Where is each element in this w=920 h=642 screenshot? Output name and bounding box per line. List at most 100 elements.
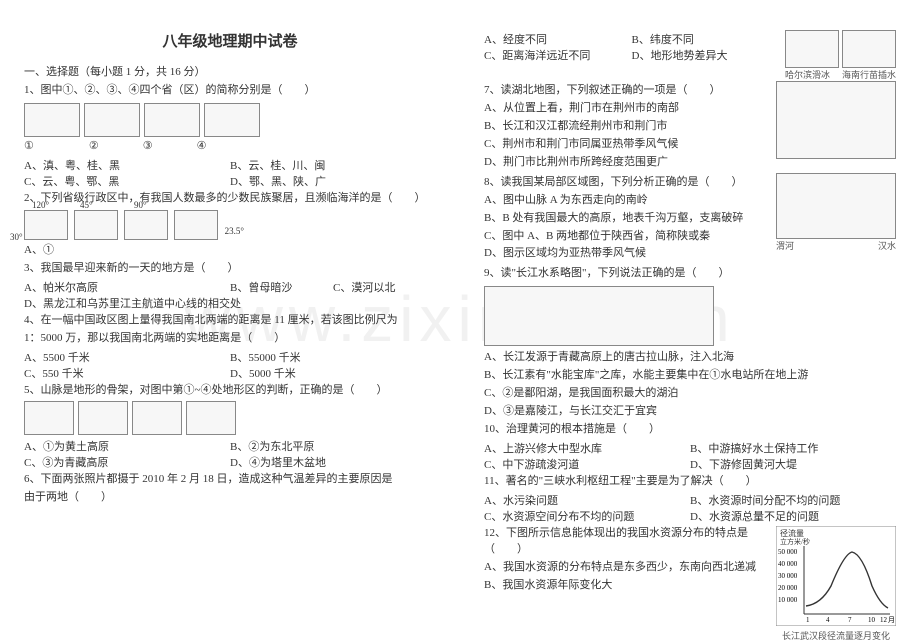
q6-opt-a: A、经度不同 (484, 31, 632, 47)
xtick: 10 (868, 616, 876, 624)
xtick: 月 (888, 616, 895, 624)
q5-opt-d: D、④为塔里木盆地 (230, 454, 436, 470)
q1-opt-b: B、云、桂、川、闽 (230, 157, 436, 173)
runoff-line-chart-icon: 径流量 立方米/秒 50 000 40 000 30 000 20 000 10… (776, 526, 896, 626)
q9-opt-c: C、②是鄱阳湖，是我国面积最大的湖泊 (484, 386, 896, 402)
coord-label: 90° (134, 200, 147, 210)
ytick: 20 000 (778, 584, 798, 592)
right-column: 哈尔滨滑冰 海南行苗插水 A、经度不同 B、纬度不同 C、距离海洋远近不同 D、… (460, 0, 920, 637)
q5-mountain-row (24, 401, 436, 435)
ytick: 40 000 (778, 560, 798, 568)
ytick: 10 000 (778, 596, 798, 604)
photo-caption: 哈尔滨滑冰 (785, 68, 830, 81)
q4-opt-c: C、550 千米 (24, 365, 230, 381)
province-map-icon (204, 103, 260, 137)
yangtze-river-map-icon (484, 286, 714, 346)
q10-text: 10、治理黄河的根本措施是（ ） (484, 422, 896, 438)
exam-title: 八年级地理期中试卷 (24, 30, 436, 51)
mountain-diagram-icon (186, 401, 236, 435)
q1-num-labels: ① ② ③ ④ (24, 139, 436, 155)
q6-opt-c: C、距离海洋远近不同 (484, 47, 632, 63)
q11-opt-d: D、水资源总量不足的问题 (690, 508, 896, 524)
province-outline-icon (124, 210, 168, 240)
q4-opt-b: B、55000 千米 (230, 349, 436, 365)
q5-opt-c: C、③为青藏高原 (24, 454, 230, 470)
left-column: 八年级地理期中试卷 一、选择题（每小题 1 分，共 16 分） 1、图中①、②、… (0, 0, 460, 637)
xtick: 7 (848, 616, 852, 624)
q1-maps-row (24, 103, 436, 137)
coord-label: 120° (32, 200, 49, 210)
province-map-icon (24, 103, 80, 137)
q11-opt-a: A、水污染问题 (484, 492, 690, 508)
xtick: 4 (826, 616, 830, 624)
river-label: 渭河 (776, 239, 794, 252)
mountain-diagram-icon (132, 401, 182, 435)
province-outline-icon (174, 210, 218, 240)
q5-opt-b: B、②为东北平原 (230, 438, 436, 454)
q5-text: 5、山脉是地形的骨架，对图中第①~④处地形区的判断，正确的是（ ） (24, 383, 436, 399)
q5-opt-a: A、①为黄土高原 (24, 438, 230, 454)
q1-opt-a: A、滇、粤、桂、黑 (24, 157, 230, 173)
q10-opt-b: B、中游搞好水土保持工作 (690, 440, 896, 456)
q3-opt-b: B、曾母暗沙 (230, 279, 333, 295)
q12-chart-wrap: 径流量 立方米/秒 50 000 40 000 30 000 20 000 10… (776, 526, 896, 642)
hubei-map-icon (776, 81, 896, 159)
ytick: 30 000 (778, 572, 798, 580)
mountain-diagram-icon (24, 401, 74, 435)
q4-text-cont: 1：5000 万，那以我国南北两端的实地距离是（ ） (24, 331, 436, 347)
q6-opt-b: B、纬度不同 (632, 31, 780, 47)
q3-text: 3、我国最早迎来新的一天的地方是（ ） (24, 261, 436, 277)
q11-options: A、水污染问题 B、水资源时间分配不均的问题 C、水资源空间分布不均的问题 D、… (484, 492, 896, 524)
coord-label: 23.5° (225, 226, 244, 236)
q11-text: 11、著名的"三峡水利枢纽工程"主要是为了解决（ ） (484, 474, 896, 490)
province-map-icon (144, 103, 200, 137)
q11-opt-c: C、水资源空间分布不均的问题 (484, 508, 690, 524)
photo-skating-icon (785, 30, 839, 68)
q10-opt-c: C、中下游疏浚河道 (484, 456, 690, 472)
coord-label: 45° (80, 200, 93, 210)
q4-opt-d: D、5000 千米 (230, 365, 436, 381)
river-label: 汉水 (878, 239, 896, 252)
province-outline-icon (74, 210, 118, 240)
q4-opt-a: A、5500 千米 (24, 349, 230, 365)
q10-options: A、上游兴修大中型水库 B、中游搞好水土保持工作 C、中下游疏浚河道 D、下游修… (484, 440, 896, 472)
q9-opt-a: A、长江发源于青藏高原上的唐古拉山脉，注入北海 (484, 350, 896, 366)
chart-caption: 长江武汉段径流量逐月变化 (776, 629, 896, 642)
q1-options: A、滇、粤、桂、黑 B、云、桂、川、闽 C、云、粤、鄂、黑 D、鄂、黑、陕、广 (24, 157, 436, 189)
chart-ylabel2: 立方米/秒 (780, 537, 810, 546)
q10-opt-a: A、上游兴修大中型水库 (484, 440, 690, 456)
chart-ylabel: 径流量 (780, 528, 804, 538)
q9-text: 9、读"长江水系略图"，下列说法正确的是（ ） (484, 266, 896, 282)
q6-options: A、经度不同 B、纬度不同 C、距离海洋远近不同 D、地形地势差异大 (484, 31, 779, 63)
q6-photos: 哈尔滨滑冰 海南行苗插水 (785, 30, 896, 81)
q1-opt-d: D、鄂、黑、陕、广 (230, 173, 436, 189)
q6-text-cont: 由于两地（ ） (24, 490, 436, 506)
xtick: 12 (880, 616, 888, 624)
province-map-icon (84, 103, 140, 137)
q4-text: 4、在一幅中国政区图上量得我国南北两端的距离是 11 厘米，若该图比例尺为 (24, 313, 436, 329)
q3-opt-a: A、帕米尔高原 (24, 279, 230, 295)
photo-planting-icon (842, 30, 896, 68)
page-container: 八年级地理期中试卷 一、选择题（每小题 1 分，共 16 分） 1、图中①、②、… (0, 0, 920, 637)
q4-options: A、5500 千米 B、55000 千米 C、550 千米 D、5000 千米 (24, 349, 436, 381)
q8-map-wrap: 渭河 汉水 (776, 173, 896, 252)
q3-opt-c: C、漠河以北 (333, 279, 436, 295)
q11-opt-b: B、水资源时间分配不均的问题 (690, 492, 896, 508)
mountain-diagram-icon (78, 401, 128, 435)
province-outline-icon (24, 210, 68, 240)
ytick: 50 000 (778, 548, 798, 556)
q3-options: A、帕米尔高原 B、曾母暗沙 C、漠河以北 D、黑龙江和乌苏里江主航道中心线的相… (24, 279, 436, 311)
q9-opt-d: D、③是嘉陵江，与长江交汇于宜宾 (484, 404, 896, 420)
coord-label: 30° (10, 232, 23, 242)
q6-text: 6、下面两张照片都摄于 2010 年 2 月 18 日，造成这种气温差异的主要原… (24, 472, 436, 488)
q3-opt-d: D、黑龙江和乌苏里江主航道中心线的相交处 (24, 295, 436, 311)
section-1-heading: 一、选择题（每小题 1 分，共 16 分） (24, 65, 436, 81)
photo-caption: 海南行苗插水 (842, 68, 896, 81)
q1-opt-c: C、云、粤、鄂、黑 (24, 173, 230, 189)
q2-maps-row: 120° 30° 45° 90° 23.5° (24, 210, 436, 240)
q1-text: 1、图中①、②、③、④四个省（区）的简称分别是（ ） (24, 83, 436, 99)
q10-opt-d: D、下游修固黄河大堤 (690, 456, 896, 472)
q6-opt-d: D、地形地势差异大 (632, 47, 780, 63)
region-map-icon (776, 173, 896, 239)
q2-opt-a: A、① (24, 243, 436, 259)
